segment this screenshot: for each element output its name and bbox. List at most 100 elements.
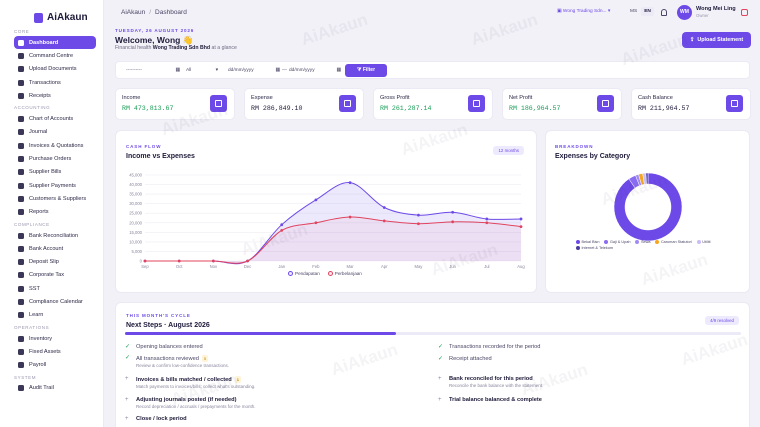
period-badge[interactable]: 12 months bbox=[493, 146, 524, 155]
payment-icon bbox=[18, 182, 24, 189]
data-point-pendapatan[interactable] bbox=[314, 198, 318, 202]
sidebar-item-payroll[interactable]: Payroll bbox=[14, 359, 96, 372]
plus-icon: + bbox=[438, 397, 442, 403]
data-point-perbelanjaan[interactable] bbox=[143, 259, 147, 263]
step-body: Bank reconciled for this period Reconcile… bbox=[449, 376, 543, 389]
donut-legend-item[interactable]: Internet & Telekom bbox=[576, 246, 613, 250]
sidebar-item-invoices-quotations[interactable]: Invoices & Quotations bbox=[14, 139, 96, 152]
company-filter[interactable]: ---------- ▦ bbox=[126, 66, 180, 76]
bar-chart-icon bbox=[597, 95, 614, 112]
plus-icon: + bbox=[125, 416, 129, 422]
cycle-step[interactable]: + Adjusting journals posted (if needed) Re… bbox=[125, 397, 256, 410]
sidebar-item-journal[interactable]: Journal bbox=[14, 126, 96, 139]
cycle-step[interactable]: ✓ Opening balances entered bbox=[125, 344, 203, 351]
cycle-step[interactable]: + Bank reconciled for this period Reconcil… bbox=[438, 376, 543, 389]
data-point-perbelanjaan[interactable] bbox=[451, 220, 455, 224]
cycle-step[interactable]: ✓ All transactions reviewed 5 Review & conf… bbox=[125, 355, 229, 369]
sidebar-item-transactions[interactable]: Transactions bbox=[14, 76, 96, 89]
income-expense-chart: 0 5,000 10,000 15,000 20,000 25,000 30,000 35,0… bbox=[129, 173, 525, 270]
data-point-perbelanjaan[interactable] bbox=[348, 215, 352, 219]
data-point-pendapatan[interactable] bbox=[485, 217, 489, 221]
sidebar-item-receipts[interactable]: Receipts bbox=[14, 89, 96, 102]
cycle-step[interactable]: + Close / lock period bbox=[125, 416, 187, 423]
lang-en[interactable]: EN bbox=[641, 7, 654, 16]
data-point-pendapatan[interactable] bbox=[519, 217, 523, 221]
data-point-perbelanjaan[interactable] bbox=[314, 221, 318, 225]
sidebar-item-dashboard[interactable]: Dashboard bbox=[14, 36, 96, 50]
sidebar-item-fixed-assets[interactable]: Fixed Assets bbox=[14, 345, 96, 358]
data-point-perbelanjaan[interactable] bbox=[417, 222, 420, 226]
sidebar-item-reports[interactable]: Reports bbox=[14, 206, 96, 219]
sidebar-item-purchase-orders[interactable]: Purchase Orders bbox=[14, 152, 96, 165]
donut-slice-bekal-bisn[interactable] bbox=[613, 172, 683, 242]
cycle-step[interactable]: + Trial balance balanced & complete bbox=[438, 397, 542, 404]
data-point-pendapatan[interactable] bbox=[451, 210, 455, 214]
data-point-perbelanjaan[interactable] bbox=[246, 259, 249, 263]
logout-icon[interactable] bbox=[741, 9, 748, 16]
series-line-perbelanjaan bbox=[145, 216, 522, 264]
sidebar-item-deposit-slip[interactable]: Deposit Slip bbox=[14, 255, 96, 268]
sidebar-item-label: Invoices & Quotations bbox=[29, 142, 84, 149]
bell-icon[interactable] bbox=[661, 9, 667, 16]
type-select[interactable]: All ▾ bbox=[186, 66, 218, 76]
legend-item-pendapatan[interactable]: Pendapatan bbox=[288, 271, 320, 276]
donut-legend-item[interactable]: Bekal Bisn bbox=[576, 240, 599, 244]
sidebar-item-learn[interactable]: Learn bbox=[14, 309, 96, 322]
sidebar-item-audit-trail[interactable]: Audit Trail bbox=[14, 382, 96, 395]
sidebar-item-customers-suppliers[interactable]: Customers & Suppliers bbox=[14, 192, 96, 205]
legend-label: Caruman Statutori bbox=[660, 240, 692, 244]
data-point-perbelanjaan[interactable] bbox=[211, 259, 215, 263]
avatar[interactable]: WM bbox=[677, 5, 692, 20]
legend-item-perbelanjaan[interactable]: Perbelanjaan bbox=[327, 271, 362, 276]
kpi-glyph bbox=[602, 100, 609, 107]
date-to-input[interactable]: dd/mm/yyyy ▦ bbox=[289, 66, 341, 76]
y-tick-label: 40,000 bbox=[129, 182, 142, 187]
data-point-pendapatan[interactable] bbox=[280, 223, 284, 227]
data-point-pendapatan[interactable] bbox=[382, 206, 386, 209]
company-switcher[interactable]: ▣ Wong Trading Sdn... ▾ bbox=[557, 9, 610, 14]
legend-label: Bekal Bisn bbox=[581, 240, 600, 244]
sidebar-item-chart-of-accounts[interactable]: Chart of Accounts bbox=[14, 112, 96, 125]
lang-ms[interactable]: MS bbox=[630, 9, 638, 14]
donut-legend-item[interactable]: Utiliti bbox=[696, 240, 710, 244]
legend-label: Gaji & Upah bbox=[609, 240, 631, 244]
sidebar-item-bank-account[interactable]: Bank Account bbox=[14, 242, 96, 255]
sst-icon bbox=[18, 285, 24, 292]
data-point-pendapatan[interactable] bbox=[417, 213, 420, 217]
data-point-pendapatan[interactable] bbox=[348, 181, 352, 185]
y-tick-label: 30,000 bbox=[129, 201, 142, 206]
sidebar-item-inventory[interactable]: Inventory bbox=[14, 332, 96, 345]
sidebar-item-supplier-bills[interactable]: Supplier Bills bbox=[14, 166, 96, 179]
donut-legend-item[interactable]: Gaji & Upah bbox=[604, 240, 630, 244]
calendar-icon: ▦ bbox=[336, 68, 341, 73]
donut-legend: Bekal Bisn Gaji & Upah Sewa Caruman Statuto… bbox=[576, 240, 726, 250]
donut-legend-item[interactable]: Caruman Statutori bbox=[655, 240, 692, 244]
date-from-input[interactable]: dd/mm/yyyy ▦ bbox=[228, 66, 280, 76]
sidebar-item-bank-reconciliation[interactable]: Bank Reconciliation bbox=[14, 229, 96, 242]
app-logo[interactable]: AiAkaun bbox=[0, 0, 103, 26]
data-point-perbelanjaan[interactable] bbox=[177, 259, 181, 263]
data-point-perbelanjaan[interactable] bbox=[485, 221, 489, 225]
sidebar-item-sst[interactable]: SST bbox=[14, 282, 96, 295]
sidebar-item-upload-documents[interactable]: Upload Documents bbox=[14, 63, 96, 76]
data-point-perbelanjaan[interactable] bbox=[280, 229, 284, 232]
donut-legend-item[interactable]: Sewa bbox=[635, 240, 650, 244]
breadcrumb-root[interactable]: AiAkaun bbox=[121, 9, 146, 16]
sidebar-item-corporate-tax[interactable]: Corporate Tax bbox=[14, 269, 96, 282]
cycle-step[interactable]: ✓ Transactions recorded for the period bbox=[438, 344, 540, 351]
donut-slice-internet-telekom[interactable] bbox=[645, 172, 649, 185]
users-icon bbox=[18, 195, 24, 202]
filter-button[interactable]: ⧩ Filter bbox=[345, 64, 387, 77]
sidebar-item-command-centre[interactable]: Command Centre bbox=[14, 49, 96, 62]
data-point-perbelanjaan[interactable] bbox=[382, 219, 386, 223]
logo-icon bbox=[34, 12, 43, 23]
sidebar-item-supplier-payments[interactable]: Supplier Payments bbox=[14, 179, 96, 192]
filter-bar: ---------- ▦ All ▾ dd/mm/yyyy ▦ — dd/mm/yyy… bbox=[115, 61, 750, 79]
data-point-perbelanjaan[interactable] bbox=[519, 225, 523, 228]
upload-statement-button[interactable]: ⇪ Upload Statement bbox=[682, 32, 751, 48]
sidebar-item-compliance-calendar[interactable]: Compliance Calendar bbox=[14, 295, 96, 308]
cycle-step[interactable]: + Invoices & bills matched / collected 1 Ma… bbox=[125, 376, 255, 390]
cycle-step[interactable]: ✓ Receipt attached bbox=[438, 356, 492, 363]
legend-label: Perbelanjaan bbox=[334, 271, 362, 276]
sidebar-item-label: Dashboard bbox=[29, 39, 59, 46]
